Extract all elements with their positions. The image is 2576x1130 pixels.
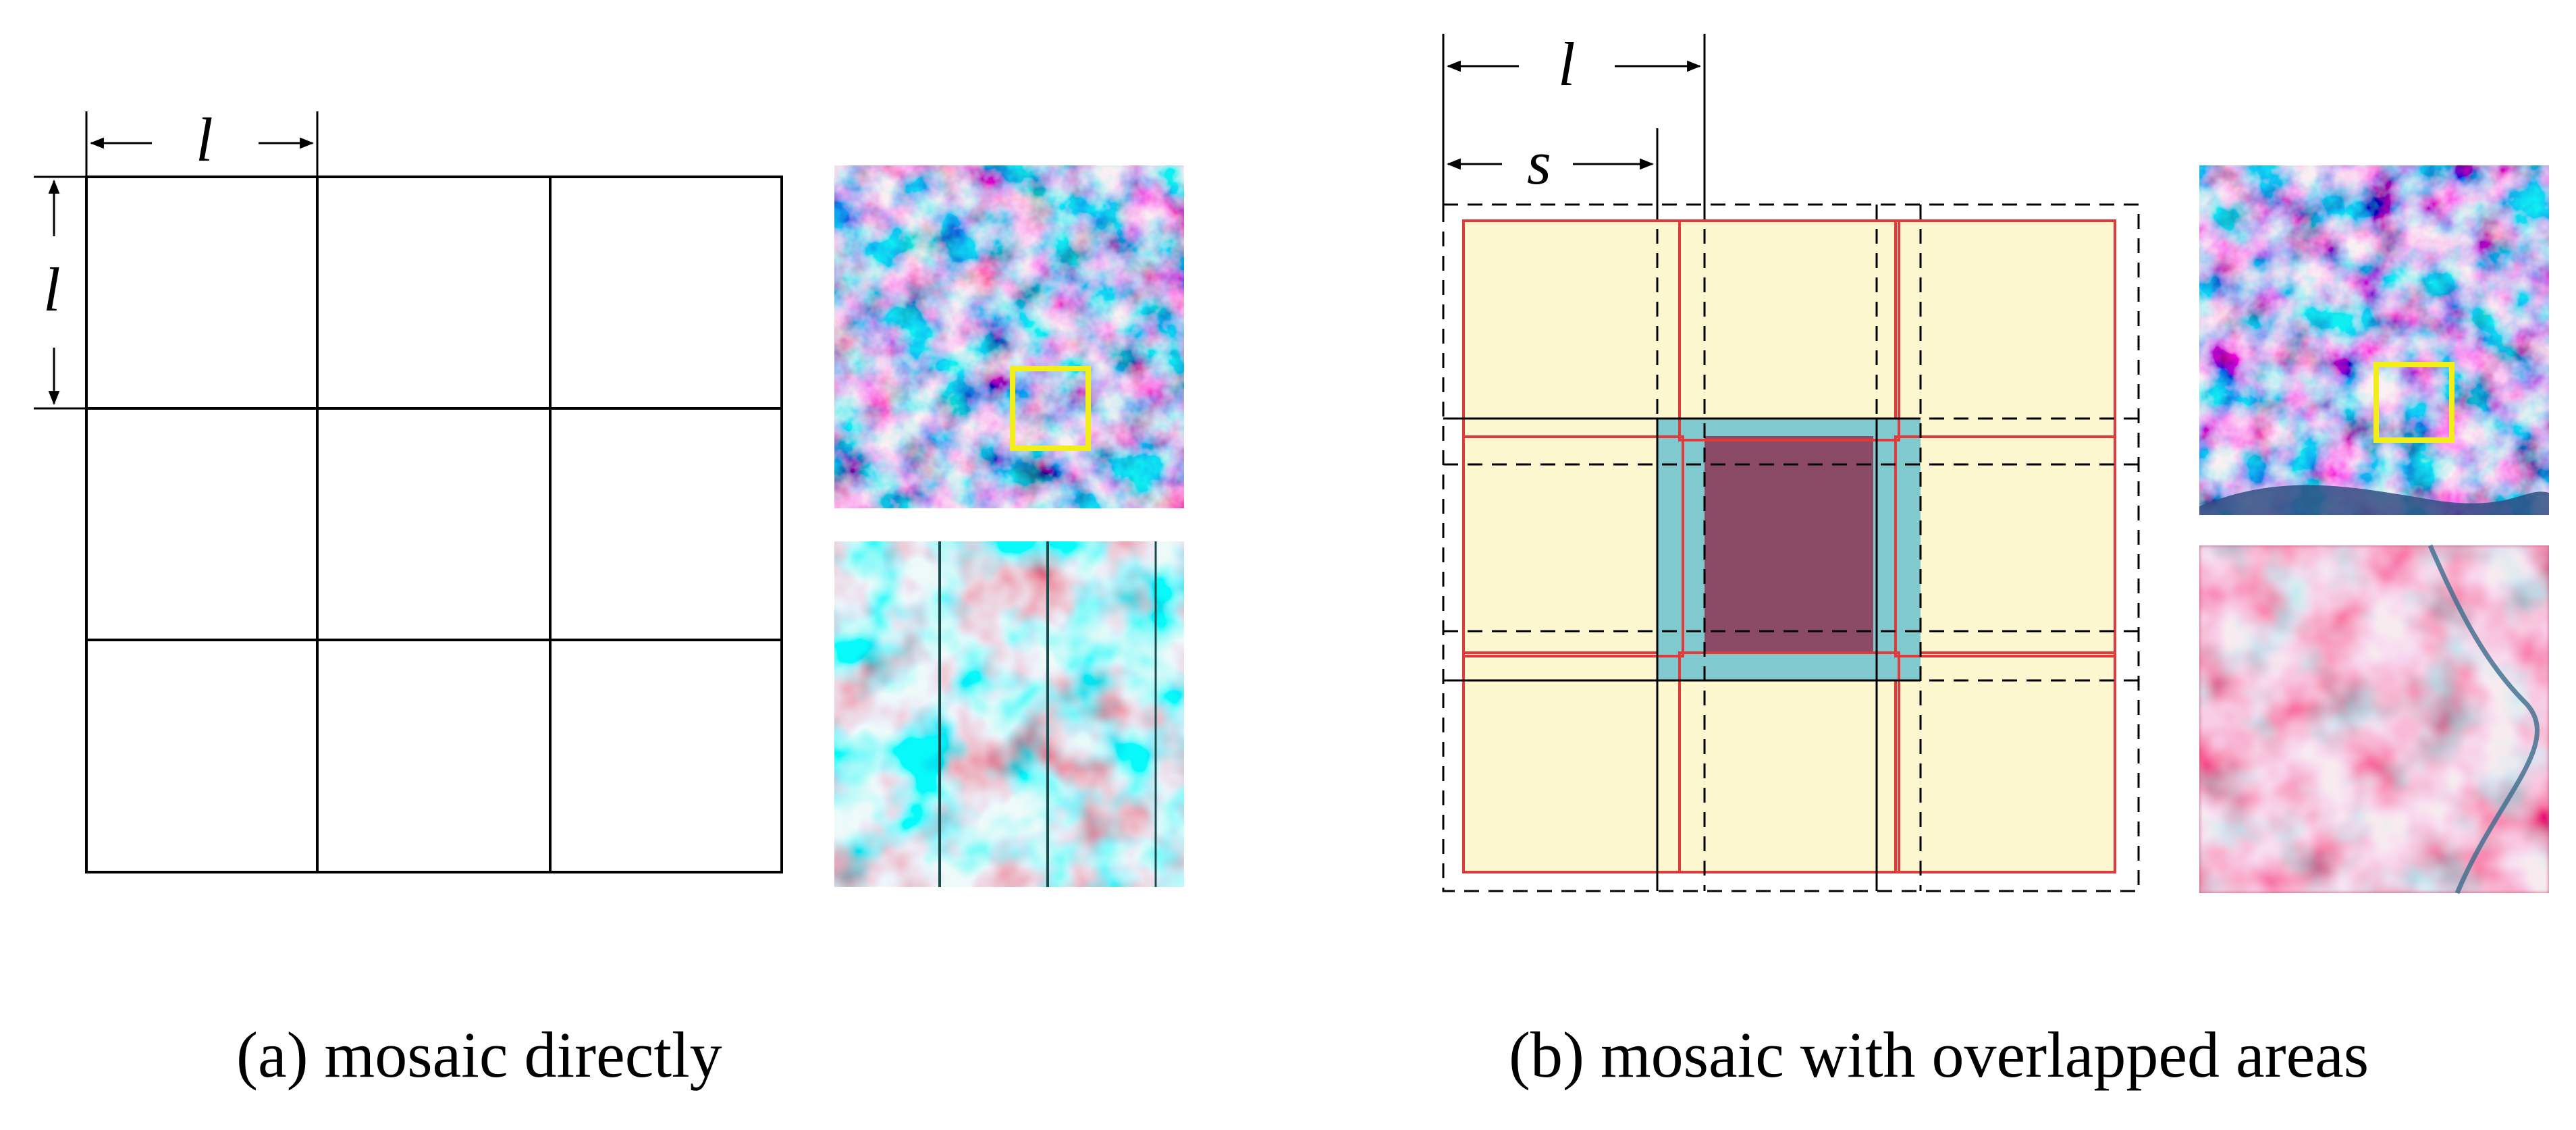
tile	[1894, 435, 2116, 657]
tile-border	[1894, 435, 2116, 657]
tile	[1462, 651, 1684, 873]
center-core-region	[1705, 436, 1873, 653]
dimension-label-horizontal: l	[196, 105, 213, 174]
zoomed-satellite-image-seamless	[2199, 544, 2549, 894]
panel-b: l s	[1442, 30, 2549, 894]
highlight-box	[1010, 366, 1091, 451]
dimension-label-l: l	[1558, 30, 1576, 99]
dimension-label-vertical: l	[43, 255, 61, 324]
dashed-outline	[1442, 203, 2140, 892]
satellite-image	[834, 165, 1184, 508]
tile	[1894, 651, 2116, 873]
caption-panel-b: (b) mosaic with overlapped areas	[1509, 1019, 2369, 1091]
caption-panel-a: (a) mosaic directly	[236, 1019, 722, 1091]
tile-border	[1678, 219, 1900, 441]
dimension-label-s: s	[1527, 128, 1551, 197]
tile	[1894, 219, 2116, 441]
highlight-box	[2373, 362, 2454, 443]
zoomed-satellite-image-with-seams	[834, 541, 1184, 887]
tile	[1462, 435, 1684, 657]
satellite-image	[2199, 165, 2549, 515]
river-shape	[2199, 485, 2549, 515]
grid-outline	[85, 176, 783, 873]
tile	[1462, 219, 1684, 441]
panel-a: l l	[34, 105, 1184, 887]
overlapped-tiles	[1442, 203, 2140, 892]
tile	[1678, 651, 1900, 873]
tile-border	[1678, 651, 1900, 873]
tile-grid	[85, 176, 783, 873]
tile-border	[1462, 435, 1684, 657]
tile	[1678, 219, 1900, 441]
river-line	[2427, 544, 2540, 894]
